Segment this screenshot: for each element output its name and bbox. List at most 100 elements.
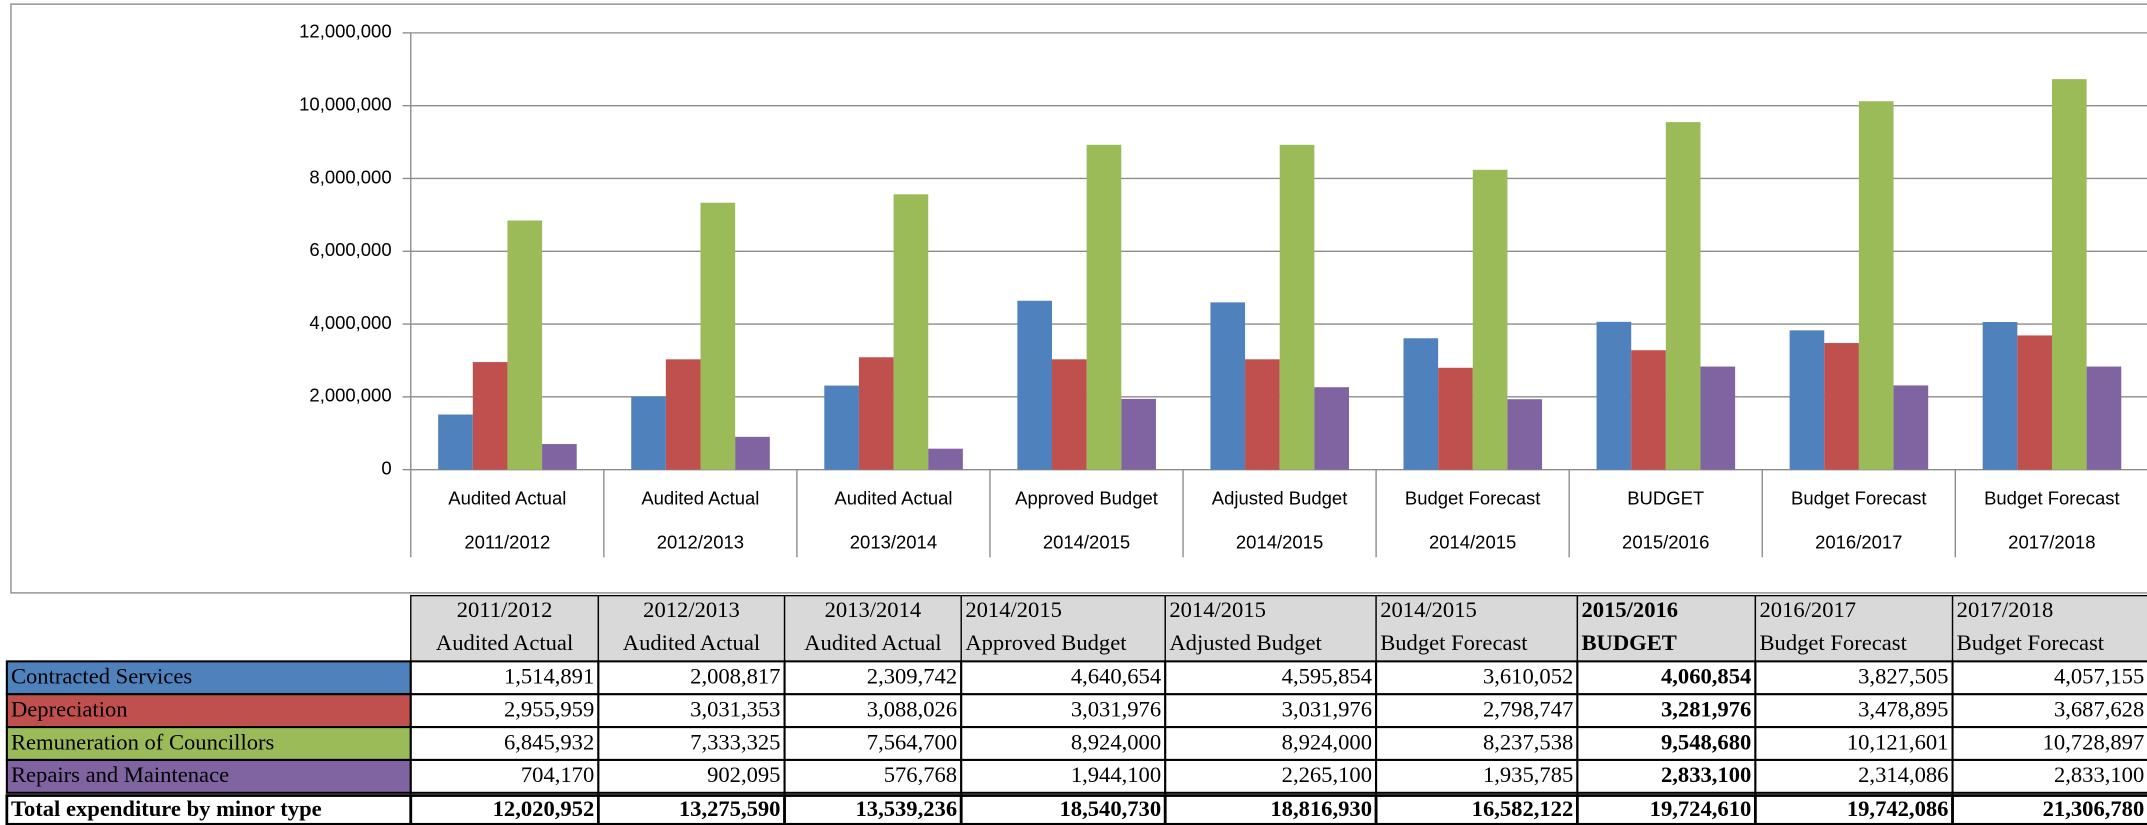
table-header-label: Budget Forecast xyxy=(1759,630,1907,655)
bar xyxy=(1121,398,1156,470)
table-value: 3,031,976 xyxy=(1282,697,1372,722)
legend-label: Depreciation xyxy=(11,697,128,722)
chart-frame xyxy=(10,3,2147,594)
table-value: 3,827,505 xyxy=(1858,664,1948,689)
table-value: 4,640,654 xyxy=(1071,664,1161,689)
y-tick-label: 4,000,000 xyxy=(309,312,391,333)
table-header-label: Audited Actual xyxy=(623,630,760,655)
total-value: 13,539,236 xyxy=(856,796,958,821)
table-value: 7,564,700 xyxy=(867,729,957,754)
x-tick-label: BUDGET xyxy=(1627,488,1704,509)
total-value: 18,540,730 xyxy=(1060,796,1162,821)
x-tick-label: Adjusted Budget xyxy=(1212,488,1348,509)
table-cell xyxy=(5,693,412,729)
table-header-period: 2017/2018 xyxy=(1957,597,2054,622)
bar xyxy=(893,194,929,470)
table-value: 4,595,854 xyxy=(1282,664,1372,689)
bar xyxy=(2051,79,2087,470)
table-value: 2,833,100 xyxy=(1661,762,1751,787)
bar xyxy=(1314,387,1349,470)
y-tick-label: 2,000,000 xyxy=(309,385,391,406)
table-value: 8,237,538 xyxy=(1483,729,1573,754)
bar xyxy=(1472,169,1508,470)
bar xyxy=(542,444,577,470)
x-tick-label: Budget Forecast xyxy=(1791,488,1927,509)
table-header-period: 2015/2016 xyxy=(1581,597,1678,622)
x-tick-label: 2014/2015 xyxy=(1043,531,1130,552)
table-value: 3,281,976 xyxy=(1661,697,1751,722)
table-cell xyxy=(1164,693,1378,729)
x-tick-label: Audited Actual xyxy=(448,488,566,509)
x-tick-label: 2017/2018 xyxy=(2008,531,2095,552)
table-value: 2,265,100 xyxy=(1282,762,1372,787)
bar xyxy=(1982,321,2018,470)
table-header-label: Budget Forecast xyxy=(1957,630,2105,655)
x-tick-label: 2013/2014 xyxy=(850,531,937,552)
table-cell xyxy=(1576,758,1757,794)
table-value: 8,924,000 xyxy=(1071,729,1161,754)
table-value: 7,333,325 xyxy=(690,729,780,754)
table-cell xyxy=(783,794,963,825)
table-value: 2,955,959 xyxy=(504,697,594,722)
table-cell xyxy=(960,594,1166,663)
table-cell xyxy=(409,693,600,729)
bar xyxy=(1596,321,1632,470)
x-tick-label: 2014/2015 xyxy=(1236,531,1323,552)
table-header-period: 2013/2014 xyxy=(825,597,922,622)
table-cell xyxy=(960,758,1167,794)
table-header-label: Budget Forecast xyxy=(1380,630,1528,655)
bar xyxy=(1210,302,1246,470)
table-value: 2,309,742 xyxy=(867,664,957,689)
x-tick-label: Audited Actual xyxy=(834,488,952,509)
bar xyxy=(1700,366,1736,470)
table-cell xyxy=(1754,758,1954,794)
table-value: 1,944,100 xyxy=(1071,762,1161,787)
total-value: 19,724,610 xyxy=(1650,796,1752,821)
table-value: 6,845,932 xyxy=(504,729,594,754)
table-cell xyxy=(783,660,963,696)
bar xyxy=(1789,330,1825,470)
total-value: 19,742,086 xyxy=(1847,796,1949,821)
table-header-period: 2014/2015 xyxy=(1169,597,1266,622)
table-cell xyxy=(1754,660,1954,696)
bar xyxy=(507,220,543,470)
table-value: 3,687,628 xyxy=(2054,697,2144,722)
bar xyxy=(1893,385,1929,470)
table-value: 8,924,000 xyxy=(1282,729,1372,754)
table-header-label: BUDGET xyxy=(1581,630,1676,655)
legend-label: Repairs and Maintenace xyxy=(11,762,229,787)
bar xyxy=(438,414,473,470)
table-cell xyxy=(409,794,600,825)
bar xyxy=(735,436,770,470)
table-cell xyxy=(1951,758,2147,794)
table-value: 902,095 xyxy=(707,762,780,787)
table-value: 10,728,897 xyxy=(2043,729,2145,754)
total-value: 21,306,780 xyxy=(2043,796,2145,821)
bar xyxy=(928,448,963,470)
table-header-label: Audited Actual xyxy=(804,630,941,655)
table-cell xyxy=(5,758,412,794)
y-tick-label: 6,000,000 xyxy=(309,239,391,260)
legend-label: Remuneration of Councillors xyxy=(11,729,274,754)
legend-label: Contracted Services xyxy=(11,664,192,689)
x-tick-label: Budget Forecast xyxy=(1405,488,1541,509)
table-cell xyxy=(5,726,412,761)
bar xyxy=(631,396,666,470)
table-header-label: Approved Budget xyxy=(965,630,1127,655)
table-cell xyxy=(1951,594,2147,663)
x-tick-label: 2012/2013 xyxy=(657,531,744,552)
table-cell xyxy=(959,794,1167,825)
bar xyxy=(1086,144,1122,470)
bar xyxy=(1245,359,1280,470)
bar xyxy=(1403,338,1439,470)
x-tick-label: 2014/2015 xyxy=(1429,531,1516,552)
table-header-period: 2016/2017 xyxy=(1759,597,1856,622)
table-cell xyxy=(1754,594,1954,663)
y-tick-label: 8,000,000 xyxy=(309,166,391,187)
table-cell xyxy=(1951,794,2147,825)
bar xyxy=(665,359,701,470)
bar xyxy=(1858,101,1894,470)
table-cell xyxy=(960,693,1167,729)
table-value: 1,935,785 xyxy=(1483,762,1573,787)
